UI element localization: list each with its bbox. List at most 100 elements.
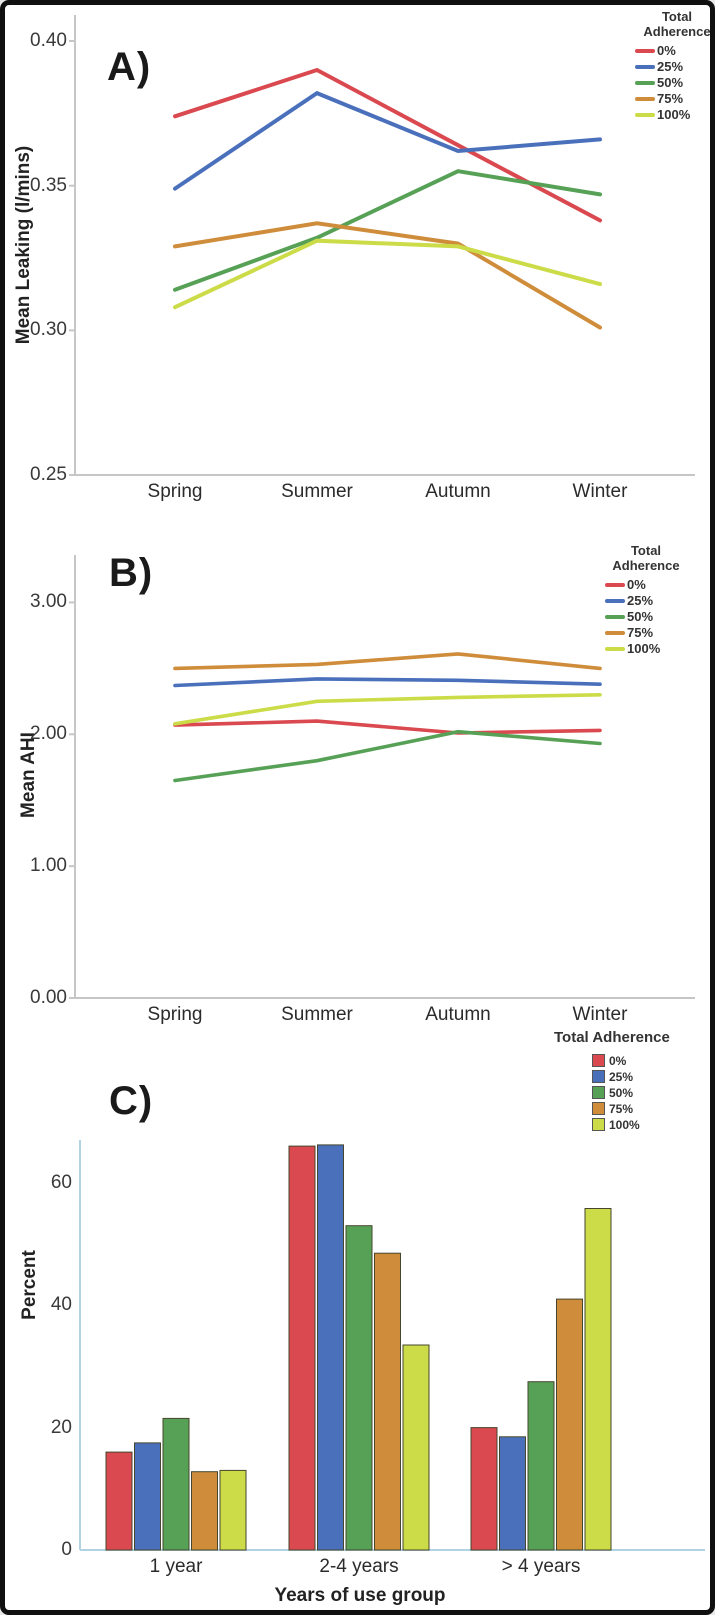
legend-title: Total Adherence — [612, 543, 680, 574]
legend-title: Total Adherence — [554, 1029, 670, 1046]
x-category-label: Autumn — [425, 481, 491, 502]
y-tick-label: 40 — [50, 1294, 72, 1316]
chart-canvas — [69, 15, 705, 1551]
bar-0%-> 4 years — [470, 1427, 498, 1551]
line-series-50% — [173, 169, 602, 292]
legend-swatch — [605, 582, 625, 587]
legend-entry-label: 75% — [609, 1101, 634, 1116]
legend-entry-label: 75% — [627, 625, 654, 641]
x-category-label: > 4 years — [501, 1556, 581, 1577]
bar-75%-> 4 years — [556, 1298, 583, 1551]
legend-entry-label: 100% — [609, 1117, 640, 1132]
legend-entry: 25% — [605, 593, 687, 609]
panel-c-x-axis-title: Years of use group — [274, 1585, 446, 1606]
y-tick-label: 3.00 — [30, 591, 67, 613]
legend-entry: 25% — [635, 59, 710, 75]
panel-a-legend: Total Adherence 0% 25% 50% 75% 100% — [635, 9, 711, 123]
line-series-75% — [173, 221, 602, 330]
x-category-label: Spring — [147, 481, 203, 502]
legend-entry: 0% — [635, 43, 710, 59]
line-series-100% — [173, 238, 602, 310]
y-tick-label: 0.30 — [30, 319, 67, 341]
legend-swatch — [605, 646, 625, 651]
x-category-label: Spring — [147, 1004, 203, 1025]
bar-25%-> 4 years — [499, 1436, 526, 1551]
legend-swatch — [635, 64, 655, 69]
x-category-label: Autumn — [425, 1004, 491, 1025]
x-category-label: 1 year — [149, 1556, 203, 1577]
legend-swatch — [592, 1118, 605, 1132]
legend-entries: 0% 25% 50% 75% 100% — [592, 1053, 694, 1133]
legend-entry-label: 25% — [609, 1069, 634, 1084]
legend-entry: 75% — [635, 91, 710, 107]
legend-swatch — [605, 630, 625, 635]
bar-100%-2-4 years — [402, 1344, 430, 1551]
legend-entry-label: 25% — [657, 59, 684, 75]
bar-100%-> 4 years — [584, 1208, 612, 1551]
legend-entry-label: 50% — [627, 609, 654, 625]
legend-entry-label: 25% — [627, 593, 654, 609]
legend-entries: 0% 25% 50% 75% 100% — [605, 577, 687, 657]
y-tick-label: 60 — [50, 1171, 72, 1193]
x-category-label: Winter — [572, 1004, 628, 1025]
y-tick-label: 0.40 — [30, 30, 67, 52]
bar-50%-2-4 years — [345, 1225, 373, 1551]
y-tick-label: 20 — [50, 1416, 72, 1438]
bar-75%-1 year — [191, 1471, 218, 1551]
panel-b-y-axis-title: Mean AHI — [18, 732, 39, 818]
panel-a-label: A) — [107, 45, 152, 89]
legend-swatch — [635, 112, 655, 117]
bar-50%-1 year — [162, 1417, 190, 1551]
legend-title: Total Adherence — [643, 9, 711, 40]
legend-entry: 100% — [592, 1117, 694, 1133]
line-series-75% — [173, 652, 602, 671]
legend-swatch — [635, 48, 655, 53]
legend-entry-label: 50% — [657, 75, 684, 91]
legend-entry-label: 0% — [609, 1053, 627, 1068]
legend-swatch — [605, 598, 625, 603]
bar-0%-2-4 years — [288, 1145, 316, 1551]
y-tick-label: 0.35 — [30, 174, 67, 196]
line-series-50% — [173, 729, 602, 783]
line-series-100% — [173, 692, 602, 726]
bar-25%-2-4 years — [317, 1144, 344, 1551]
legend-swatch — [592, 1070, 605, 1084]
legend-swatch — [592, 1086, 605, 1100]
legend-entry-label: 50% — [609, 1085, 634, 1100]
legend-swatch — [592, 1054, 605, 1068]
bar-100%-1 year — [219, 1469, 247, 1551]
x-category-label: Summer — [281, 481, 353, 502]
panel-a-y-axis-title: Mean Leaking (l/mins) — [13, 145, 34, 345]
x-category-label: Winter — [572, 481, 628, 502]
legend-entry-label: 0% — [627, 577, 646, 593]
legend-swatch — [635, 96, 655, 101]
legend-entry: 25% — [592, 1069, 694, 1085]
legend-entry: 0% — [592, 1053, 694, 1069]
legend-entry-label: 100% — [657, 107, 691, 123]
legend-entry: 100% — [635, 107, 710, 123]
bar-75%-2-4 years — [374, 1252, 401, 1551]
bar-25%-1 year — [134, 1442, 161, 1551]
legend-entry-label: 100% — [627, 641, 661, 657]
y-tick-label: 0 — [61, 1539, 72, 1560]
y-tick-label: 0.25 — [30, 464, 67, 485]
legend-swatch — [635, 80, 655, 85]
legend-entry: 50% — [635, 75, 710, 91]
line-series-25% — [173, 677, 602, 688]
panel-c-label: C) — [109, 1079, 154, 1123]
panel-c-legend: Total Adherence 0% 25% 50% 75% 100% — [554, 1029, 694, 1133]
y-tick-label: 1.00 — [30, 855, 67, 877]
bar-50%-> 4 years — [527, 1381, 555, 1551]
y-tick-label: 2.00 — [30, 723, 67, 745]
panel-b-legend: Total Adherence 0% 25% 50% 75% 100% — [605, 543, 687, 657]
legend-entry: 0% — [605, 577, 687, 593]
legend-entry: 75% — [605, 625, 687, 641]
legend-entry: 50% — [605, 609, 687, 625]
legend-entry-label: 75% — [657, 91, 684, 107]
legend-entry: 50% — [592, 1085, 694, 1101]
legend-swatch — [605, 614, 625, 619]
legend-entry: 75% — [592, 1101, 694, 1117]
legend-swatch — [592, 1102, 605, 1116]
x-category-label: 2-4 years — [319, 1556, 399, 1577]
line-series-25% — [173, 90, 602, 191]
